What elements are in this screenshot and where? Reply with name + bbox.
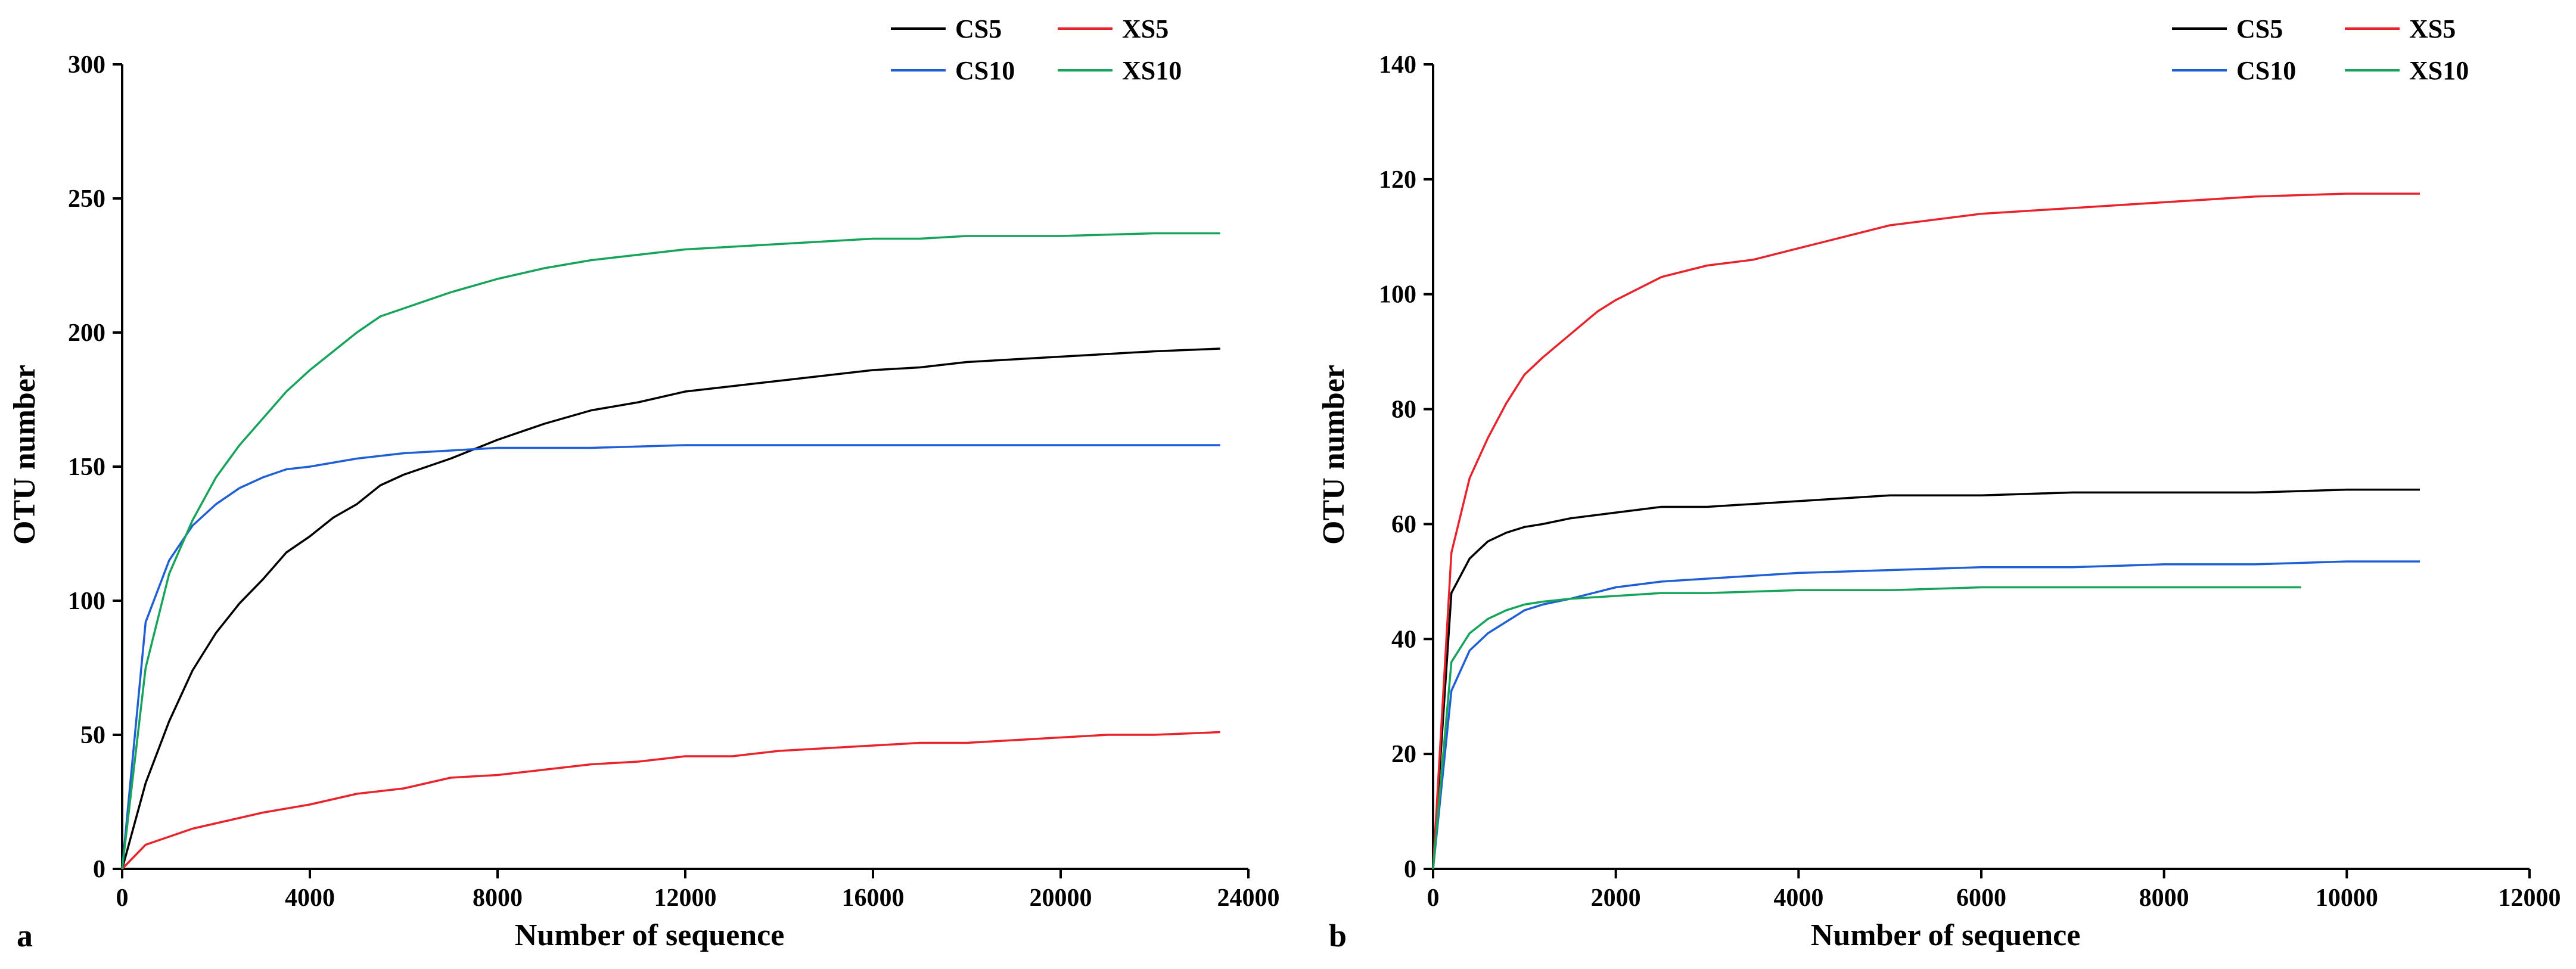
- series-line-xs5: [1432, 192, 2420, 869]
- x-axis-title: Number of sequence: [1811, 918, 2081, 952]
- y-axis-title: OTU number: [1317, 365, 1351, 545]
- series-line-xs10: [1432, 586, 2301, 869]
- y-tick-label: 40: [1391, 626, 1416, 653]
- y-tick-label: 150: [68, 454, 105, 481]
- legend-label-xs10: XS10: [1122, 56, 1182, 85]
- y-tick-label: 60: [1391, 511, 1416, 538]
- legend-label-cs5: CS5: [955, 14, 1002, 44]
- x-tick-label: 12000: [2499, 884, 2561, 912]
- y-tick-label: 250: [68, 185, 105, 213]
- y-tick-label: 20: [1391, 741, 1416, 768]
- y-tick-label: 140: [1379, 51, 1416, 79]
- legend-label-xs5: XS5: [2409, 14, 2456, 44]
- legend-label-cs5: CS5: [2236, 14, 2283, 44]
- y-tick-label: 300: [68, 51, 105, 79]
- series-line-cs10: [1432, 560, 2420, 869]
- y-tick-label: 200: [68, 319, 105, 347]
- x-tick-label: 0: [1427, 884, 1440, 912]
- legend-label-cs10: CS10: [955, 56, 1015, 85]
- x-tick-label: 4000: [1773, 884, 1823, 912]
- series-line-cs5: [1432, 488, 2420, 869]
- x-tick-label: 20000: [1030, 884, 1092, 912]
- x-tick-label: 10000: [2316, 884, 2378, 912]
- x-tick-label: 2000: [1591, 884, 1641, 912]
- x-tick-label: 0: [116, 884, 129, 912]
- series-line-cs5: [121, 347, 1220, 869]
- panel-b-chart: 0 20 40 60 80 100 120 140 0 2000 4000 6000 8000 10000…: [1317, 14, 2561, 954]
- y-tick-label: 120: [1379, 166, 1416, 194]
- y-tick-label: 80: [1391, 396, 1416, 424]
- x-tick-label: 16000: [842, 884, 905, 912]
- x-tick-label: 8000: [473, 884, 523, 912]
- x-tick-label: 6000: [1956, 884, 2006, 912]
- y-tick-label: 100: [1379, 281, 1416, 309]
- series-line-xs5: [121, 731, 1220, 870]
- y-tick-label: 50: [80, 722, 105, 749]
- y-tick-label: 0: [93, 856, 105, 883]
- legend-label-xs10: XS10: [2409, 56, 2469, 85]
- x-tick-label: 4000: [285, 884, 335, 912]
- y-axis-title: OTU number: [8, 365, 42, 545]
- x-axis-title: Number of sequence: [515, 918, 785, 952]
- x-tick-label: 12000: [654, 884, 717, 912]
- panel-label: b: [1329, 918, 1347, 954]
- y-tick-label: 0: [1404, 856, 1416, 883]
- legend-label-xs5: XS5: [1122, 14, 1169, 44]
- series-line-cs10: [121, 444, 1220, 869]
- panel-a-chart: 0 50 100 150 200 250 300 0 4000 8000 12000 16000 200…: [8, 14, 1280, 954]
- x-tick-label: 8000: [2139, 884, 2189, 912]
- y-tick-label: 100: [68, 588, 105, 615]
- panel-label: a: [17, 918, 33, 954]
- legend-label-cs10: CS10: [2236, 56, 2296, 85]
- series-line-xs10: [121, 232, 1220, 869]
- x-tick-label: 24000: [1217, 884, 1280, 912]
